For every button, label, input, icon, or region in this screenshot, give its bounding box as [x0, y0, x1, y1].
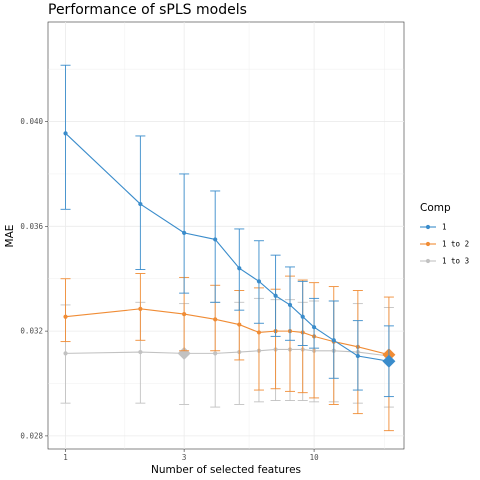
data-point: [213, 317, 218, 322]
y-tick-label: 0.032: [20, 327, 43, 336]
data-point: [355, 353, 360, 359]
data-point: [213, 237, 218, 242]
data-point: [300, 314, 305, 319]
legend-key-point: [425, 224, 431, 230]
legend-label: 1: [442, 223, 447, 232]
axis-layer: 0.028 0.032 0.036 0.040 1 3 10: [20, 117, 319, 462]
data-point: [182, 230, 187, 235]
y-tick-label: 0.040: [20, 117, 43, 126]
x-tick-label: 3: [182, 453, 187, 462]
legend-key-point: [425, 258, 431, 264]
best-point-marker: [177, 346, 191, 360]
data-point: [213, 351, 218, 356]
data-point: [237, 322, 242, 327]
data-point: [63, 131, 68, 136]
data-point: [237, 266, 242, 271]
data-point: [273, 293, 278, 298]
x-tick-label: 1: [63, 453, 68, 462]
series-layer: [60, 64, 396, 432]
series-1: [60, 64, 396, 398]
data-point: [138, 201, 143, 207]
data-point: [138, 306, 143, 311]
best-point-marker: [382, 354, 396, 368]
y-tick-label: 0.036: [20, 222, 43, 231]
legend-title: Comp: [420, 202, 451, 214]
y-tick-label: 0.028: [20, 431, 43, 440]
data-point: [331, 338, 336, 343]
data-point: [311, 325, 317, 330]
x-tick-label: 10: [310, 453, 320, 462]
chart-title: Performance of sPLS models: [48, 2, 247, 18]
legend-label: 1 to 3: [442, 257, 469, 266]
data-point: [63, 351, 68, 356]
plot-panel: [47, 21, 405, 450]
y-axis-label: MAE: [4, 225, 16, 248]
legend: Comp 1 1 to 2 1 to 3: [420, 202, 469, 266]
legend-label: 1 to 2: [442, 240, 469, 249]
data-point: [287, 302, 293, 308]
data-point: [138, 349, 143, 355]
legend-key-point: [425, 241, 431, 247]
data-point: [256, 330, 262, 335]
data-point: [182, 311, 187, 317]
data-point: [256, 279, 262, 284]
x-axis-label: Number of selected features: [151, 464, 301, 476]
data-point: [63, 314, 68, 319]
